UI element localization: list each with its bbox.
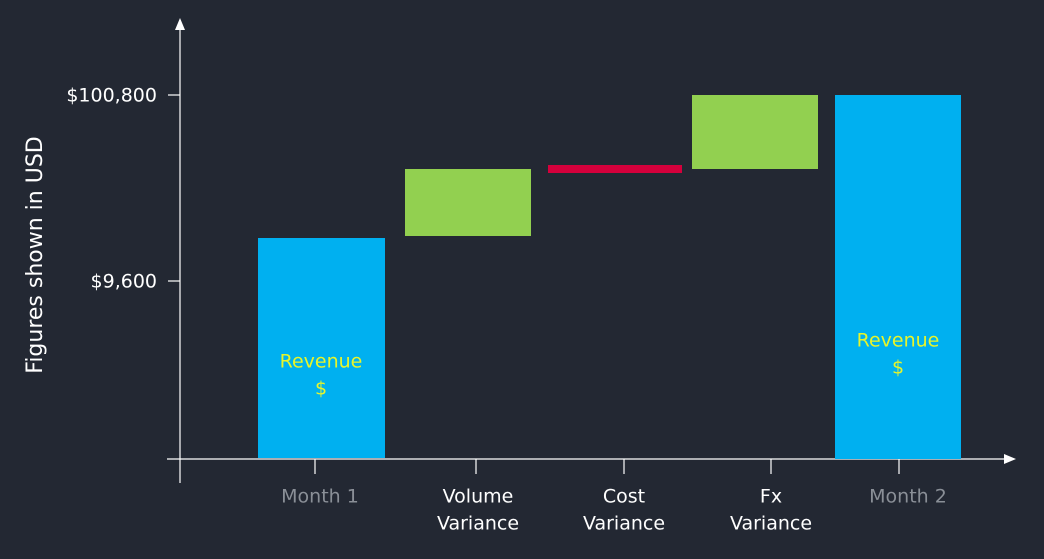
bar-increase: [692, 95, 818, 169]
bar-label: $: [315, 378, 327, 400]
y-tick-label: $9,600: [91, 271, 157, 293]
bar-label: Revenue: [280, 351, 363, 373]
y-axis-title: Figures shown in USD: [23, 136, 48, 373]
category-label: Variance: [730, 513, 812, 535]
x-axis-arrow: [1004, 454, 1016, 464]
bar-start: [258, 238, 385, 458]
bar-increase: [405, 169, 531, 236]
category-label: Month 1: [281, 486, 359, 508]
bar-decrease: [548, 165, 682, 173]
bar-label: Revenue: [857, 330, 940, 352]
bar-end: [835, 95, 961, 459]
y-axis-arrow: [175, 18, 185, 30]
category-label: Variance: [437, 513, 519, 535]
category-label: Month 2: [869, 486, 947, 508]
y-tick-label: $100,800: [66, 85, 157, 107]
category-label: Fx: [760, 486, 782, 508]
category-label: Cost: [603, 486, 645, 508]
category-label: Volume: [443, 486, 514, 508]
category-label: Variance: [583, 513, 665, 535]
bar-label: $: [892, 357, 904, 379]
